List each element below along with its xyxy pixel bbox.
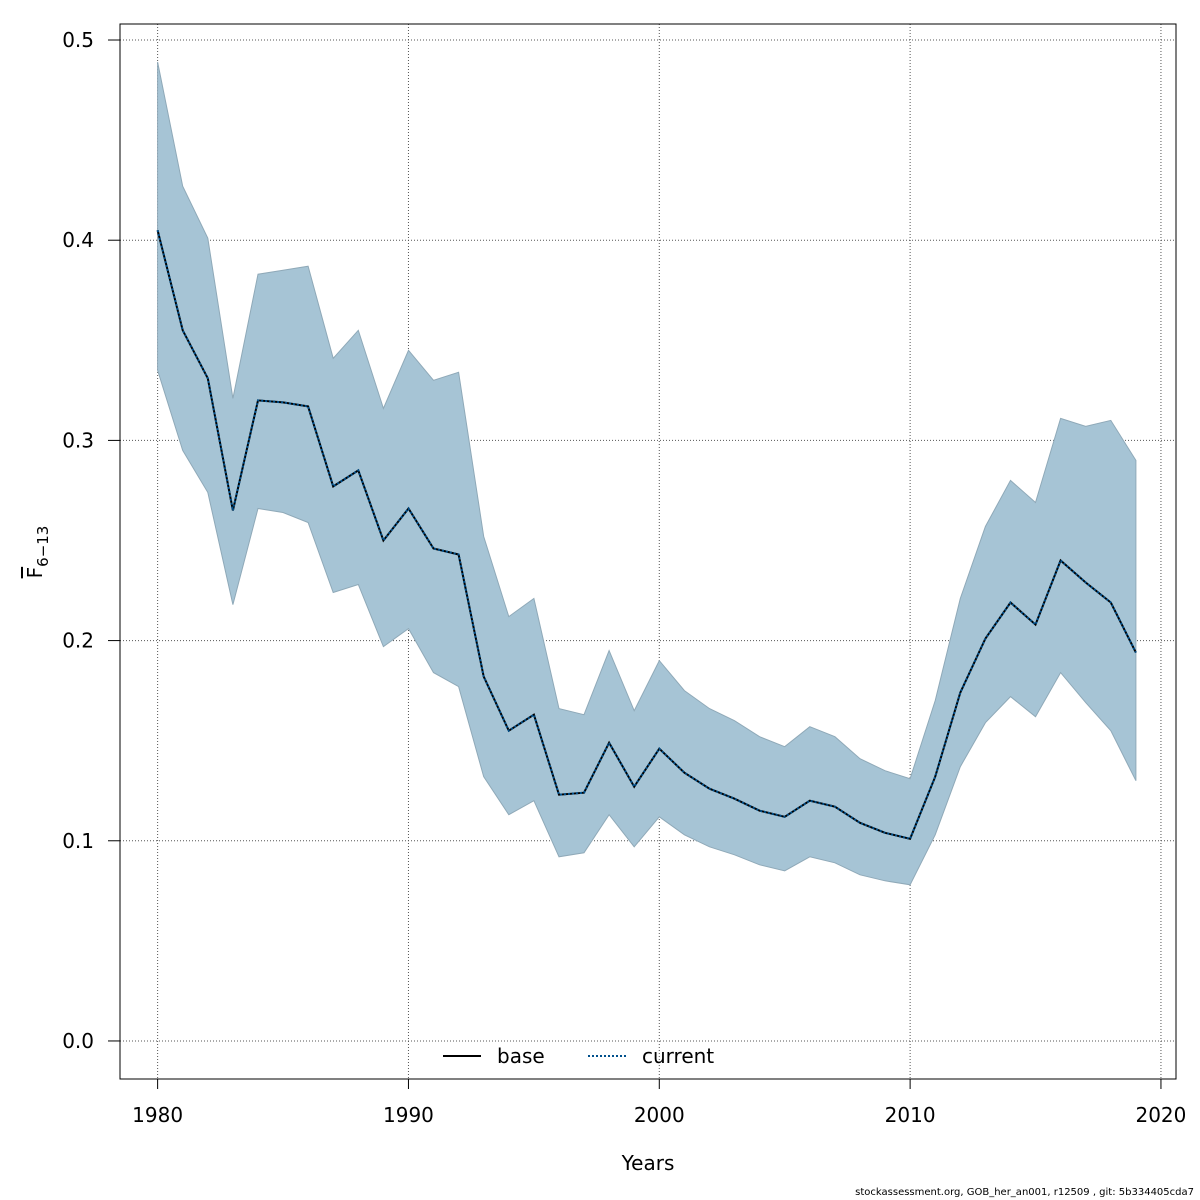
- y-tick-label-0.3: 0.3: [62, 428, 94, 452]
- svg-text:F6−13: F6−13: [23, 526, 52, 579]
- y-tick-label-0.2: 0.2: [62, 629, 94, 653]
- x-tick-label-2000: 2000: [634, 1103, 685, 1127]
- x-axis-title: Years: [621, 1151, 675, 1175]
- x-tick-label-2010: 2010: [885, 1103, 936, 1127]
- x-tick-label-1990: 1990: [383, 1103, 434, 1127]
- legend-label-base: base: [497, 1044, 545, 1068]
- y-axis-title-sub: 6−13: [34, 526, 52, 567]
- footer-note: stockassessment.org, GOB_her_an001, r125…: [855, 1187, 1194, 1198]
- x-tick-label-2020: 2020: [1135, 1103, 1186, 1127]
- legend-label-current: current: [642, 1044, 714, 1068]
- grid: [120, 24, 1176, 1079]
- y-tick-label-0.5: 0.5: [62, 28, 94, 52]
- y-tick-label-0.4: 0.4: [62, 228, 94, 252]
- x-axis: 1980 1990 2000 2010 2020: [132, 1078, 1186, 1127]
- y-axis-title: F6−13: [23, 526, 52, 579]
- series-lines: [156, 229, 1137, 840]
- x-tick-label-1980: 1980: [132, 1103, 183, 1127]
- legend: base current: [443, 1044, 714, 1068]
- y-tick-label-0.0: 0.0: [62, 1029, 94, 1053]
- y-axis-title-main: F: [23, 567, 47, 579]
- series-line-current: [156, 229, 1137, 840]
- y-tick-label-0.1: 0.1: [62, 829, 94, 853]
- confidence-band: [157, 61, 1137, 886]
- y-axis: 0.0 0.1 0.2 0.3 0.4 0.5: [62, 28, 120, 1053]
